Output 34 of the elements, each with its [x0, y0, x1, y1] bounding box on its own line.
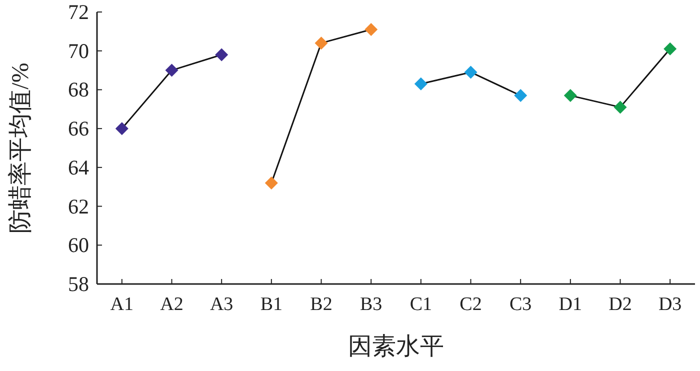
- x-tick-label: B3: [360, 294, 382, 315]
- x-tick-label: A1: [110, 294, 134, 315]
- y-axis-title: 防蜡率平均值/%: [7, 62, 34, 234]
- y-tick-label: 64: [68, 155, 90, 180]
- x-tick-label: D2: [608, 294, 632, 315]
- y-tick-label: 60: [68, 233, 89, 258]
- point: [115, 122, 128, 136]
- point: [414, 77, 428, 90]
- x-tick-label: D3: [658, 294, 682, 315]
- point: [215, 48, 228, 62]
- point: [264, 176, 278, 190]
- x-axis-title: 因素水平: [348, 334, 444, 360]
- x-tick-label: B1: [260, 294, 283, 315]
- x-tick-label: C1: [410, 294, 432, 315]
- x-tick-label: D1: [558, 294, 582, 315]
- x-tick-label: A3: [210, 294, 234, 315]
- x-tick-label: C2: [460, 294, 482, 315]
- point: [364, 22, 378, 36]
- y-tick-label: 66: [68, 116, 89, 141]
- point: [165, 64, 178, 77]
- point: [614, 100, 627, 114]
- point: [314, 36, 328, 50]
- y-tick-label: 68: [68, 78, 89, 102]
- point: [564, 89, 577, 102]
- point: [464, 66, 478, 79]
- y-tick-label: 58: [68, 272, 89, 296]
- y-tick-label: 70: [68, 38, 89, 63]
- y-tick-label: 62: [68, 194, 89, 218]
- point: [664, 42, 677, 56]
- y-tick-label: 72: [68, 0, 89, 24]
- x-tick-label: C3: [509, 294, 532, 315]
- x-tick-label: B2: [310, 294, 332, 315]
- point: [514, 89, 528, 102]
- x-tick-label: A2: [160, 294, 184, 315]
